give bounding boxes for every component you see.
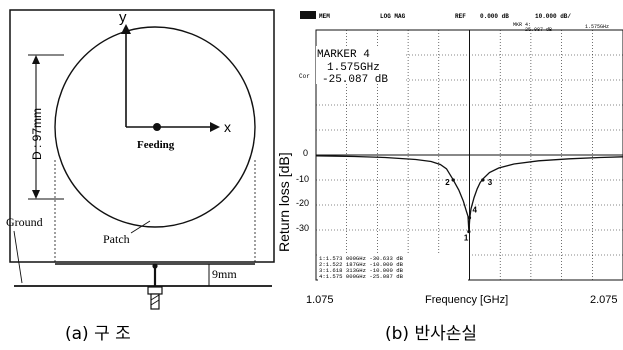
header-scale: 10.000 dB/ [535, 13, 571, 20]
connector-hatch-2 [150, 299, 160, 306]
caption-b: (b) 반사손실 [385, 324, 477, 344]
return-loss-line [315, 155, 623, 232]
feeding-label: Feeding [137, 139, 175, 151]
marker-table-row-1: 1:1.573 000GHz -30.633 dB [319, 255, 404, 262]
marker-4-label: 4 [473, 206, 478, 215]
diameter-arrow-bottom [32, 190, 40, 199]
marker-table-row-3: 3:1.618 313GHz -10.000 dB [319, 267, 404, 274]
ground-label: Ground [6, 215, 43, 229]
header-ref: REF [455, 13, 466, 20]
return-loss-trace [315, 155, 623, 232]
connector-hatch-1 [150, 294, 160, 301]
y-arrowhead [121, 24, 131, 34]
marker-title: MARKER 4 [317, 49, 370, 61]
circular-patch [54, 26, 256, 228]
y-tick-0: 0 [303, 148, 308, 158]
marker-2-label: 2 [445, 178, 450, 187]
feed-connector-plug [150, 293, 160, 310]
marker-4-point [467, 216, 472, 220]
marker-3-point [481, 178, 485, 182]
y-tick-2: -20 [296, 198, 309, 208]
header-ref-value: 0.000 dB [480, 13, 509, 20]
x-axis-label: x [224, 119, 231, 135]
feed-connector-body [147, 286, 163, 295]
y-axis-label: y [119, 9, 127, 26]
marker-2-point [451, 178, 455, 182]
marker-value: -25.087 dB [322, 74, 388, 86]
cor-label: Cor [299, 73, 310, 80]
x-stop-label: 2.075 [590, 294, 618, 306]
ground-leader [13, 230, 23, 284]
feeding-point [153, 123, 161, 131]
y-axis-title: Return loss [dB] [276, 152, 292, 252]
return-loss-figure: MEM LOG MAG REF 0.000 dB 10.000 dB/ MKR … [276, 11, 623, 344]
height-label: 9mm [212, 267, 237, 281]
marker-3-label: 3 [488, 178, 493, 187]
marker-table-bg [318, 253, 468, 283]
marker-freq: 1.575GHz [327, 62, 380, 74]
marker-1-label: 1 [464, 234, 469, 243]
y-tick-1: -10 [296, 174, 309, 184]
marker-table-row-4: 4:1.575 000GHz -25.087 dB [319, 273, 404, 280]
y-tick-3: -30 [296, 223, 309, 233]
marker-table-row-2: 2:1.522 187GHz -10.000 dB [319, 261, 404, 268]
caption-a: (a) 구 조 [65, 324, 131, 344]
mem-badge [300, 11, 316, 19]
ground-plane [9, 9, 275, 263]
header-marker-freq: 1.575GHz [585, 24, 609, 30]
header-format: LOG MAG [380, 13, 406, 20]
patch-leader [130, 220, 151, 234]
patch-label: Patch [103, 232, 130, 246]
feed-top-dot [152, 263, 158, 269]
header-mode: MEM [319, 13, 330, 20]
marker-readout-bg [316, 46, 406, 84]
x-arrowhead [210, 122, 220, 132]
x-axis-title: Frequency [GHz] [425, 294, 508, 306]
diameter-label: D : 97mm [30, 108, 44, 160]
marker-layer: 1 2 3 4 [445, 178, 493, 243]
structure-figure: y x Feeding D : 97mm Ground Patch [6, 9, 275, 344]
diameter-arrow-top [32, 55, 40, 64]
x-start-label: 1.075 [306, 294, 334, 306]
header-marker: MKR 4: [513, 22, 531, 28]
marker-1-point [467, 229, 471, 234]
